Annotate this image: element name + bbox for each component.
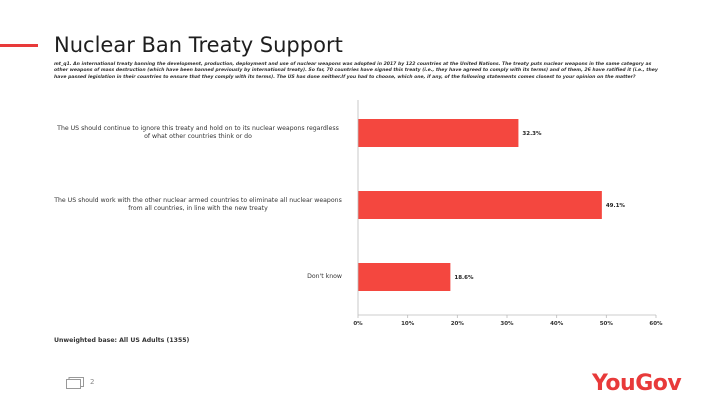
page-title: Nuclear Ban Treaty Support [54, 33, 343, 57]
x-tick-label-1: 10% [401, 321, 415, 327]
yougov-logo: YouGov [592, 371, 682, 396]
category-label-2: The US should work with the other nuclea… [54, 197, 342, 212]
x-tick-label-4: 40% [550, 321, 564, 327]
x-tick-label-6: 60% [649, 321, 663, 327]
page-number: 2 [90, 378, 95, 386]
category-label-3: Don't know [307, 273, 342, 280]
accent-bar [0, 44, 38, 47]
value-label-3: 18.6% [454, 275, 474, 281]
bar-2 [358, 191, 602, 219]
slides-icon [66, 377, 84, 389]
base-note: Unweighted base: All US Adults (1355) [54, 337, 190, 344]
x-tick-label-2: 20% [451, 321, 465, 327]
value-label-1: 32.3% [522, 131, 542, 137]
category-label-1: The US should continue to ignore this tr… [57, 125, 339, 140]
question-text: mt_q1. An international treaty banning t… [54, 62, 658, 80]
bar-3 [358, 263, 451, 291]
x-tick-label-0: 0% [353, 321, 363, 327]
x-tick-label-5: 50% [600, 321, 614, 327]
bar-1 [358, 119, 519, 147]
value-label-2: 49.1% [606, 203, 626, 209]
x-tick-label-3: 30% [500, 321, 514, 327]
